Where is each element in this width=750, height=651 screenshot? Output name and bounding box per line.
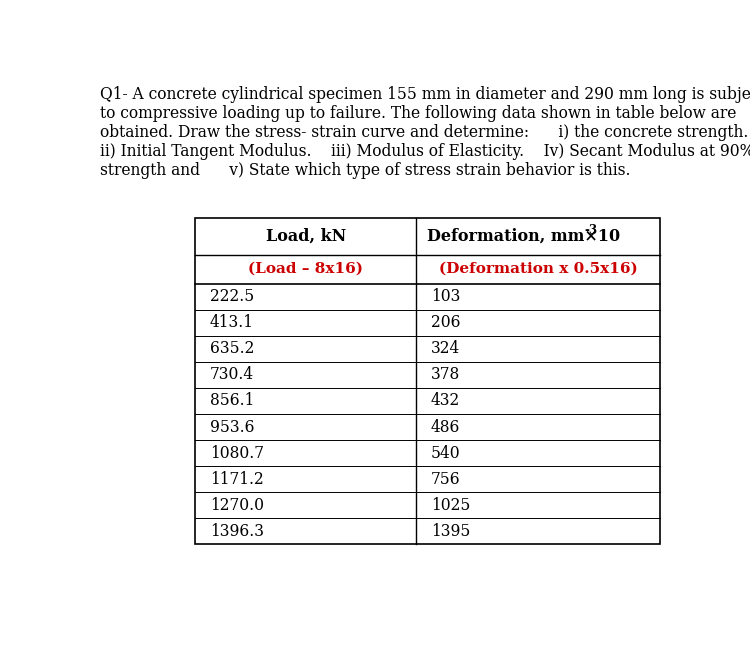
Text: Load, kN: Load, kN [266,228,346,245]
Text: obtained. Draw the stress- strain curve and determine:      i) the concrete stre: obtained. Draw the stress- strain curve … [100,124,748,141]
Text: -3: -3 [584,223,597,236]
Text: 378: 378 [430,367,460,383]
Text: 1395: 1395 [430,523,470,540]
Text: 1025: 1025 [430,497,470,514]
Text: 1270.0: 1270.0 [210,497,264,514]
Text: strength and      v) State which type of stress strain behavior is this.: strength and v) State which type of stre… [100,162,630,179]
Text: Q1- A concrete cylindrical specimen 155 mm in diameter and 290 mm long is subjec: Q1- A concrete cylindrical specimen 155 … [100,86,750,103]
Text: 324: 324 [430,340,460,357]
Text: 756: 756 [430,471,460,488]
Text: (Deformation x 0.5x16): (Deformation x 0.5x16) [439,262,638,276]
Text: 1396.3: 1396.3 [210,523,264,540]
Text: ii) Initial Tangent Modulus.    iii) Modulus of Elasticity.    Iv) Secant Modulu: ii) Initial Tangent Modulus. iii) Modulu… [100,143,750,159]
Text: 222.5: 222.5 [210,288,254,305]
Text: 486: 486 [430,419,460,436]
Text: 635.2: 635.2 [210,340,254,357]
Text: Deformation, mm×10: Deformation, mm×10 [427,228,620,245]
Text: 432: 432 [430,393,460,409]
Text: 953.6: 953.6 [210,419,254,436]
Text: 103: 103 [430,288,460,305]
Text: 206: 206 [430,314,460,331]
Text: 1171.2: 1171.2 [210,471,264,488]
Text: 413.1: 413.1 [210,314,254,331]
Text: 1080.7: 1080.7 [210,445,264,462]
Text: 856.1: 856.1 [210,393,254,409]
Text: (Load – 8x16): (Load – 8x16) [248,262,364,276]
Text: 730.4: 730.4 [210,367,254,383]
Text: 540: 540 [430,445,460,462]
Text: to compressive loading up to failure. The following data shown in table below ar: to compressive loading up to failure. Th… [100,105,736,122]
